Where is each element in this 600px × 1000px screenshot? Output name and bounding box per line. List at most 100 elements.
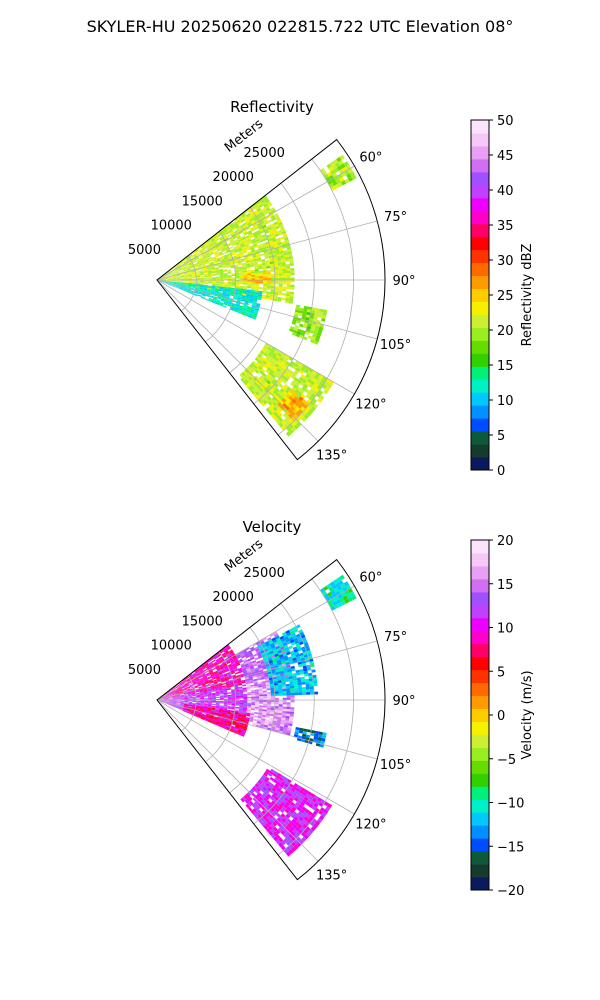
data-region — [293, 727, 327, 748]
r-tick-label: 20000 — [213, 170, 254, 185]
theta-tick-label: 90° — [392, 274, 415, 289]
theta-tick-label: 60° — [359, 151, 382, 166]
polar-grid — [156, 158, 385, 442]
colorbar-segment — [471, 301, 489, 315]
data-region — [157, 280, 263, 320]
colorbar-tick-label: −10 — [497, 797, 524, 812]
data-region — [257, 624, 319, 696]
colorbar-segment — [471, 695, 489, 710]
colorbar-segment — [471, 851, 489, 865]
colorbar-segment — [471, 184, 489, 199]
colorbar-segment — [471, 643, 489, 658]
r-tick-label: 25000 — [244, 566, 285, 581]
colorbar-segment — [471, 210, 489, 225]
colorbar-segment — [471, 327, 489, 341]
colorbar-segment — [471, 721, 489, 735]
colorbar-segment — [471, 682, 489, 697]
r-tick-label: 10000 — [151, 219, 192, 234]
theta-tick-label: 105° — [380, 758, 411, 773]
colorbar-segment — [471, 578, 489, 593]
colorbar-segment — [471, 734, 489, 748]
colorbar-segment — [471, 197, 489, 212]
colorbar-segment — [471, 120, 489, 134]
panel-title: Reflectivity — [230, 98, 314, 116]
radar-panels: Reflectivity60°75°90°105°120°135°5000100… — [128, 98, 535, 899]
theta-tick-label: 75° — [384, 630, 407, 645]
colorbar-segment — [471, 786, 489, 800]
r-tick-label: 15000 — [182, 194, 223, 209]
colorbar-tick-label: 20 — [497, 324, 514, 339]
colorbar-tick-label: 15 — [497, 578, 514, 593]
colorbar-segment — [471, 366, 489, 380]
colorbar-segment — [471, 444, 489, 458]
data-region — [319, 574, 357, 611]
colorbar-segment — [471, 591, 489, 606]
colorbar-segment — [471, 630, 489, 645]
colorbar-segment — [471, 314, 489, 328]
colorbar-tick-label: 25 — [497, 289, 514, 304]
colorbar-segment — [471, 405, 489, 419]
colorbar-tick-label: −15 — [497, 840, 524, 855]
colorbar-segment — [471, 877, 489, 891]
theta-tick-label: 60° — [359, 571, 382, 586]
colorbar-segment — [471, 838, 489, 852]
theta-tick-label: 120° — [355, 398, 386, 413]
theta-tick-label: 90° — [392, 694, 415, 709]
colorbar-segment — [471, 656, 489, 671]
colorbar-label: Reflectivity dBZ — [520, 244, 535, 347]
data-region — [243, 272, 271, 284]
colorbar-segment — [471, 262, 489, 277]
colorbar-segment — [471, 552, 489, 567]
polar-frame — [156, 558, 386, 881]
colorbar-tick-label: 0 — [497, 464, 505, 479]
colorbar-segment — [471, 249, 489, 264]
colorbar-segment — [471, 392, 489, 406]
colorbar-tick-label: 10 — [497, 394, 514, 409]
colorbar-segment — [471, 457, 489, 471]
colorbar-tick-label: 5 — [497, 429, 505, 444]
colorbar-segment — [471, 288, 489, 302]
theta-tick-label: 105° — [380, 338, 411, 353]
colorbar-segment — [471, 418, 489, 432]
r-tick-label: 5000 — [128, 243, 161, 258]
colorbar-tick-label: 40 — [497, 184, 514, 199]
r-tick-label: 25000 — [244, 146, 285, 161]
colorbar-tick-label: 20 — [497, 534, 514, 549]
colorbar-tick-label: 50 — [497, 114, 514, 129]
colorbar-segment — [471, 617, 489, 632]
colorbar-tick-label: −5 — [497, 753, 516, 768]
colorbar-tick-label: 0 — [497, 709, 505, 724]
colorbar: −20 −15 −10 −5 0 5 10 15 20 Velocity (m/s) — [470, 534, 535, 899]
colorbar-segment — [471, 747, 489, 761]
theta-tick-label: 135° — [316, 449, 347, 464]
r-tick-label: 10000 — [151, 639, 192, 654]
colorbar-segment — [471, 760, 489, 774]
colorbar-segment — [471, 132, 489, 147]
colorbar-segment — [471, 431, 489, 445]
colorbar-segment — [471, 145, 489, 160]
colorbar-segment — [471, 773, 489, 787]
colorbar-segment — [471, 604, 489, 619]
colorbar-segment — [471, 540, 489, 554]
colorbar-tick-label: 15 — [497, 359, 514, 374]
colorbar-label: Velocity (m/s) — [520, 670, 535, 759]
r-tick-label: 15000 — [182, 614, 223, 629]
colorbar-segment — [471, 223, 489, 238]
colorbar: 0 5 10 15 20 25 30 35 40 45 50 Reflectivity dBZ — [470, 114, 535, 479]
colorbar-segment — [471, 864, 489, 878]
colorbar-tick-label: 10 — [497, 622, 514, 637]
r-tick-label: 5000 — [128, 663, 161, 678]
colorbar-segment — [471, 158, 489, 173]
r-tick-label: 20000 — [213, 590, 254, 605]
figure-title: SKYLER-HU 20250620 022815.722 UTC Elevat… — [87, 17, 514, 36]
colorbar-segment — [471, 825, 489, 839]
panel-title: Velocity — [243, 518, 302, 536]
polar-frame — [156, 138, 386, 461]
colorbar-segment — [471, 379, 489, 393]
colorbar-tick-label: 45 — [497, 149, 514, 164]
data-region — [289, 304, 328, 345]
colorbar-segment — [471, 669, 489, 684]
colorbar-segment — [471, 799, 489, 813]
panel-velocity: Velocity 60° 75° 90° 105° 120° 135° 5000 10000 15… — [128, 518, 535, 899]
colorbar-segment — [471, 171, 489, 186]
